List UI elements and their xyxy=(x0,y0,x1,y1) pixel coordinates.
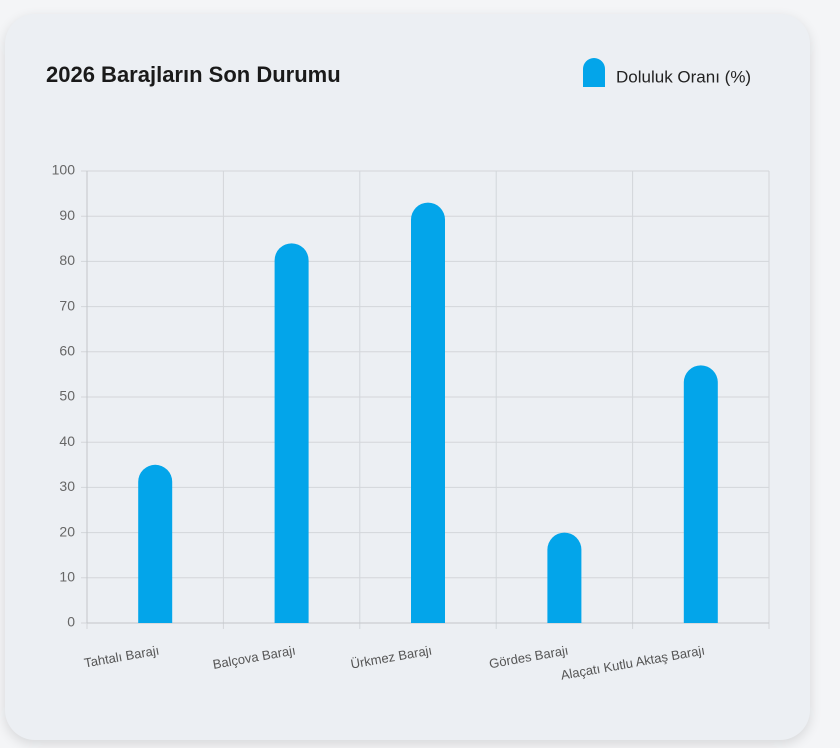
y-tick-label: 40 xyxy=(59,433,75,449)
y-tick-label: 70 xyxy=(59,297,75,313)
y-tick-label: 20 xyxy=(59,523,75,539)
y-tick-label: 50 xyxy=(59,388,75,404)
y-tick-label: 80 xyxy=(59,252,75,268)
x-tick-label: Alaçatı Kutlu Aktaş Barajı xyxy=(560,643,706,683)
x-tick-label: Ürkmez Barajı xyxy=(349,643,433,672)
y-tick-label: 90 xyxy=(59,207,75,223)
bar xyxy=(411,202,445,623)
legend-label: Doluluk Oranı (%) xyxy=(616,67,751,86)
y-tick-label: 10 xyxy=(59,569,75,585)
y-tick-label: 30 xyxy=(59,478,75,494)
y-tick-label: 60 xyxy=(59,343,75,359)
chart-title: 2026 Barajların Son Durumu xyxy=(46,62,341,87)
bar xyxy=(274,243,309,623)
x-tick-label: Balçova Barajı xyxy=(212,643,297,672)
y-tick-label: 0 xyxy=(67,614,75,630)
x-tick-label: Gördes Barajı xyxy=(488,643,570,672)
bar xyxy=(547,532,582,623)
bar xyxy=(138,464,173,623)
y-tick-label: 100 xyxy=(52,162,76,178)
x-tick-label: Tahtalı Barajı xyxy=(83,643,160,671)
legend-swatch xyxy=(583,58,605,87)
bar xyxy=(683,365,718,623)
